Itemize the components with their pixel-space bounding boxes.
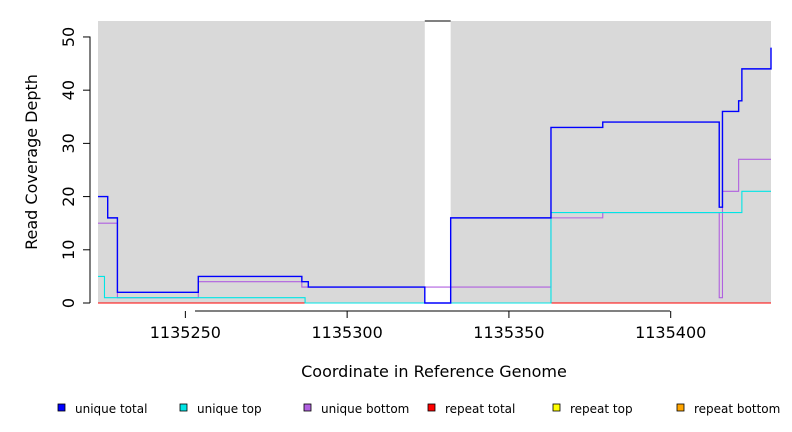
y-axis-title: Read Coverage Depth xyxy=(22,74,41,250)
legend-label: repeat total xyxy=(445,402,515,416)
gap-region xyxy=(424,21,451,303)
x-tick-label: 1135250 xyxy=(150,323,221,342)
legend-swatch xyxy=(552,403,561,412)
legend-label: unique top xyxy=(197,402,262,416)
x-axis-title: Coordinate in Reference Genome xyxy=(301,362,567,381)
legend-swatch xyxy=(676,403,685,412)
legend-swatch xyxy=(427,403,436,412)
legend-label: unique bottom xyxy=(321,402,409,416)
y-tick-label: 40 xyxy=(59,80,78,100)
y-tick-label: 10 xyxy=(59,240,78,260)
legend: unique total unique top unique bottom repea… xyxy=(57,402,780,416)
y-tick-label: 0 xyxy=(59,298,78,308)
legend-swatch xyxy=(179,403,188,412)
y-axis-ticks: 0 10 20 30 40 50 xyxy=(59,27,90,308)
legend-swatch xyxy=(57,403,66,412)
x-tick-label: 1135350 xyxy=(473,323,544,342)
y-tick-label: 20 xyxy=(59,186,78,206)
series-line-unique-total xyxy=(98,47,772,304)
y-tick-label: 50 xyxy=(59,27,78,47)
legend-swatch xyxy=(303,403,312,412)
x-axis-ticks: 1135250 1135300 1135350 1135400 xyxy=(150,311,706,342)
legend-label: unique total xyxy=(75,402,147,416)
legend-label: repeat bottom xyxy=(694,402,780,416)
x-tick-label: 1135400 xyxy=(635,323,706,342)
y-tick-label: 30 xyxy=(59,133,78,153)
x-tick-label: 1135300 xyxy=(312,323,383,342)
legend-label: repeat top xyxy=(570,402,633,416)
series-layer xyxy=(98,47,772,304)
series-line-unique-top xyxy=(98,190,771,304)
